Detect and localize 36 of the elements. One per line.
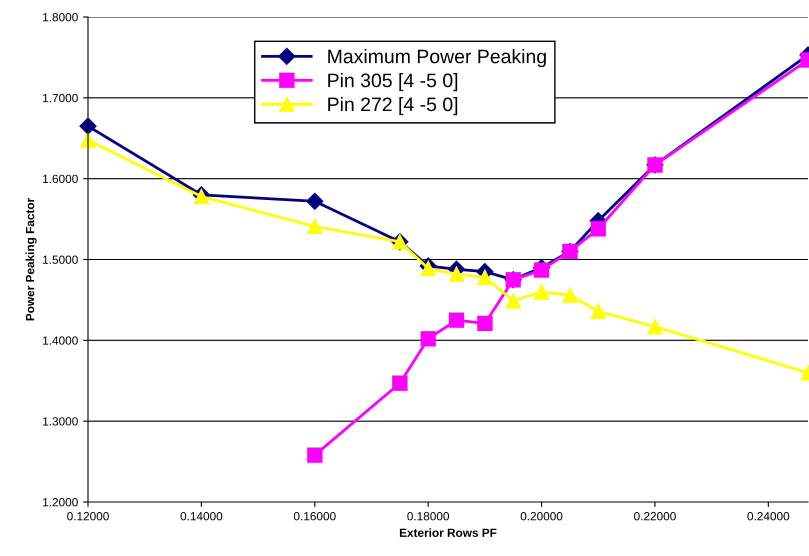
point (590, 221, 606, 236)
x-tick-label: 0.16000 (294, 512, 336, 520)
point (392, 376, 408, 391)
y-tick-label: 1.7000 (43, 94, 78, 102)
x-tick-label: 0.22000 (634, 512, 676, 520)
y-tick-label: 1.5000 (43, 256, 78, 264)
x-axis-title: Exterior Rows PF (400, 528, 496, 537)
point (534, 262, 550, 278)
y-tick-label: 1.6000 (43, 174, 78, 184)
point (647, 318, 663, 334)
legend-label: Maximum Power Peaking (328, 49, 546, 68)
x-tick-label: 0.24000 (747, 512, 790, 520)
point (448, 312, 464, 328)
legend-label: Pin 305 [4 -5 0] (328, 73, 458, 92)
y-tick-label: 1.8000 (43, 13, 78, 22)
point (477, 270, 492, 285)
y-axis-title: Power Peaking Factor (26, 198, 37, 320)
legend-label: Pin 272 [4 -5 0] (328, 96, 458, 116)
y-tick-label: 1.2000 (43, 498, 78, 506)
x-tick-label: 0.14000 (180, 512, 222, 520)
point (506, 293, 521, 308)
point (420, 331, 436, 346)
point (306, 192, 324, 210)
point (420, 260, 436, 276)
point (307, 218, 322, 234)
x-tick-label: 0.12000 (67, 512, 109, 520)
point (448, 266, 464, 282)
point (562, 287, 578, 303)
x-tick-label: 0.18000 (407, 512, 450, 520)
x-tick-label: 0.20000 (520, 512, 562, 520)
y-tick-label: 1.3000 (43, 417, 78, 426)
point (477, 316, 492, 331)
y-tick-label: 1.4000 (43, 336, 78, 345)
point (307, 447, 322, 463)
point (534, 284, 550, 300)
point (590, 304, 606, 319)
